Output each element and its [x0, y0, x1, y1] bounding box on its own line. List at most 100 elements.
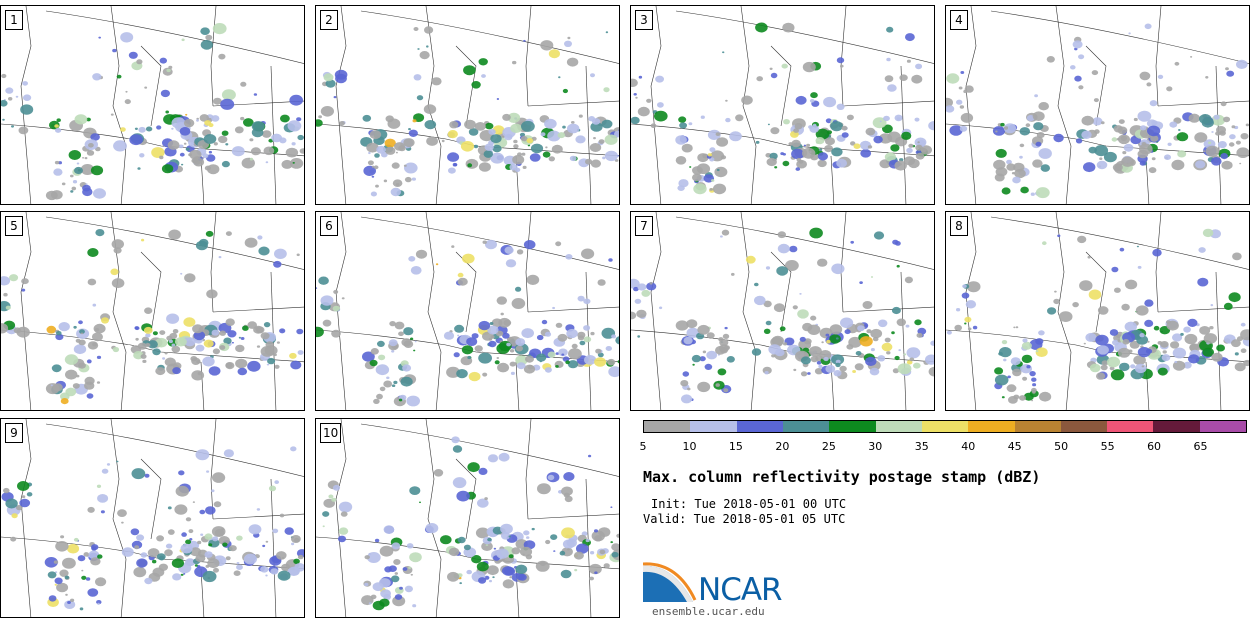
- echo-cell: [702, 350, 707, 354]
- echo-cell: [139, 153, 145, 158]
- echo-cell: [722, 51, 725, 54]
- echo-cell: [202, 570, 217, 583]
- echo-cell: [409, 552, 422, 563]
- echo-cell: [398, 398, 403, 402]
- echo-cell: [502, 579, 515, 589]
- echo-cell: [707, 153, 712, 157]
- echo-cell: [697, 324, 710, 335]
- reflectivity-map: [1, 6, 304, 204]
- echo-cell: [402, 567, 408, 571]
- ncar-logo-icon: [643, 562, 697, 602]
- echo-cell: [80, 164, 95, 175]
- echo-cell: [54, 583, 57, 586]
- echo-cell: [1006, 384, 1017, 393]
- echo-cell: [1054, 290, 1057, 293]
- echo-cell: [561, 527, 575, 539]
- echo-cell: [168, 339, 173, 344]
- echo-cell: [516, 249, 524, 255]
- echo-cell: [124, 99, 131, 105]
- echo-cell: [509, 576, 513, 579]
- echo-cell: [225, 556, 231, 561]
- echo-cell: [641, 289, 651, 297]
- echo-cell: [80, 332, 84, 335]
- echo-cell: [1144, 319, 1154, 327]
- echo-cell: [1151, 120, 1158, 126]
- echo-cell: [78, 320, 83, 325]
- echo-cell: [1019, 127, 1031, 136]
- echo-cell: [142, 359, 147, 363]
- echo-cell: [755, 22, 768, 33]
- echo-cell: [500, 523, 513, 534]
- echo-cell: [484, 143, 494, 151]
- echo-cell: [391, 575, 400, 583]
- echo-cell: [561, 353, 565, 356]
- echo-cell: [392, 179, 403, 187]
- echo-cell: [394, 321, 405, 330]
- echo-cell: [97, 494, 109, 503]
- echo-cell: [511, 547, 521, 555]
- echo-cell: [58, 161, 62, 165]
- echo-cell: [59, 569, 69, 577]
- echo-cell: [478, 577, 487, 584]
- echo-cell: [379, 545, 394, 557]
- echo-cell: [376, 145, 386, 154]
- echo-cell: [551, 144, 563, 154]
- echo-cell: [1245, 123, 1249, 127]
- echo-cell: [1203, 333, 1218, 344]
- echo-cell: [371, 175, 375, 178]
- echo-cell: [460, 141, 475, 152]
- echo-cell: [196, 117, 199, 120]
- echo-cell: [165, 543, 173, 549]
- echo-cell: [144, 577, 153, 585]
- echo-cell: [1006, 159, 1012, 165]
- echo-cell: [873, 135, 883, 144]
- echo-cell: [435, 263, 439, 266]
- echo-cell: [55, 571, 58, 573]
- echo-cell: [441, 139, 445, 143]
- boundary-line: [770, 45, 792, 127]
- echo-cell: [723, 388, 729, 393]
- echo-cell: [928, 366, 934, 377]
- echo-cell: [456, 369, 468, 379]
- echo-cell: [218, 256, 222, 259]
- echo-cell: [331, 497, 337, 502]
- echo-cell: [481, 351, 484, 354]
- echo-cell: [590, 159, 601, 168]
- echo-cell: [509, 361, 516, 367]
- echo-cell: [337, 535, 347, 543]
- echo-cell: [100, 510, 105, 514]
- boundary-line: [20, 212, 32, 410]
- echo-cell: [93, 323, 106, 334]
- logo-url: ensemble.ucar.edu: [652, 605, 765, 618]
- echo-cell: [1133, 355, 1146, 366]
- boundary-line: [270, 478, 277, 617]
- echo-cell: [588, 454, 592, 458]
- echo-cell: [659, 306, 663, 310]
- echo-cell: [774, 166, 778, 169]
- echo-cell: [483, 150, 493, 158]
- echo-cell: [1007, 375, 1011, 379]
- echo-cell: [599, 549, 606, 555]
- echo-cell: [205, 230, 214, 237]
- echo-cell: [96, 381, 101, 384]
- echo-cell: [782, 160, 790, 167]
- echo-cell: [121, 547, 134, 557]
- echo-cell: [191, 370, 205, 381]
- echo-cell: [850, 141, 856, 146]
- echo-cell: [1001, 396, 1005, 399]
- echo-cell: [1172, 360, 1186, 371]
- echo-cell: [453, 352, 460, 358]
- echo-cell: [681, 143, 693, 153]
- echo-cell: [796, 159, 807, 169]
- echo-cell: [340, 511, 348, 517]
- echo-cell: [1093, 98, 1099, 103]
- echo-cell: [60, 392, 70, 401]
- echo-cell: [1012, 368, 1022, 377]
- echo-cell: [605, 31, 609, 34]
- echo-cell: [236, 535, 243, 541]
- echo-cell: [391, 350, 395, 353]
- echo-cell: [141, 238, 145, 242]
- echo-cell: [181, 38, 185, 42]
- boundary-line: [840, 212, 847, 313]
- echo-cell: [489, 322, 494, 325]
